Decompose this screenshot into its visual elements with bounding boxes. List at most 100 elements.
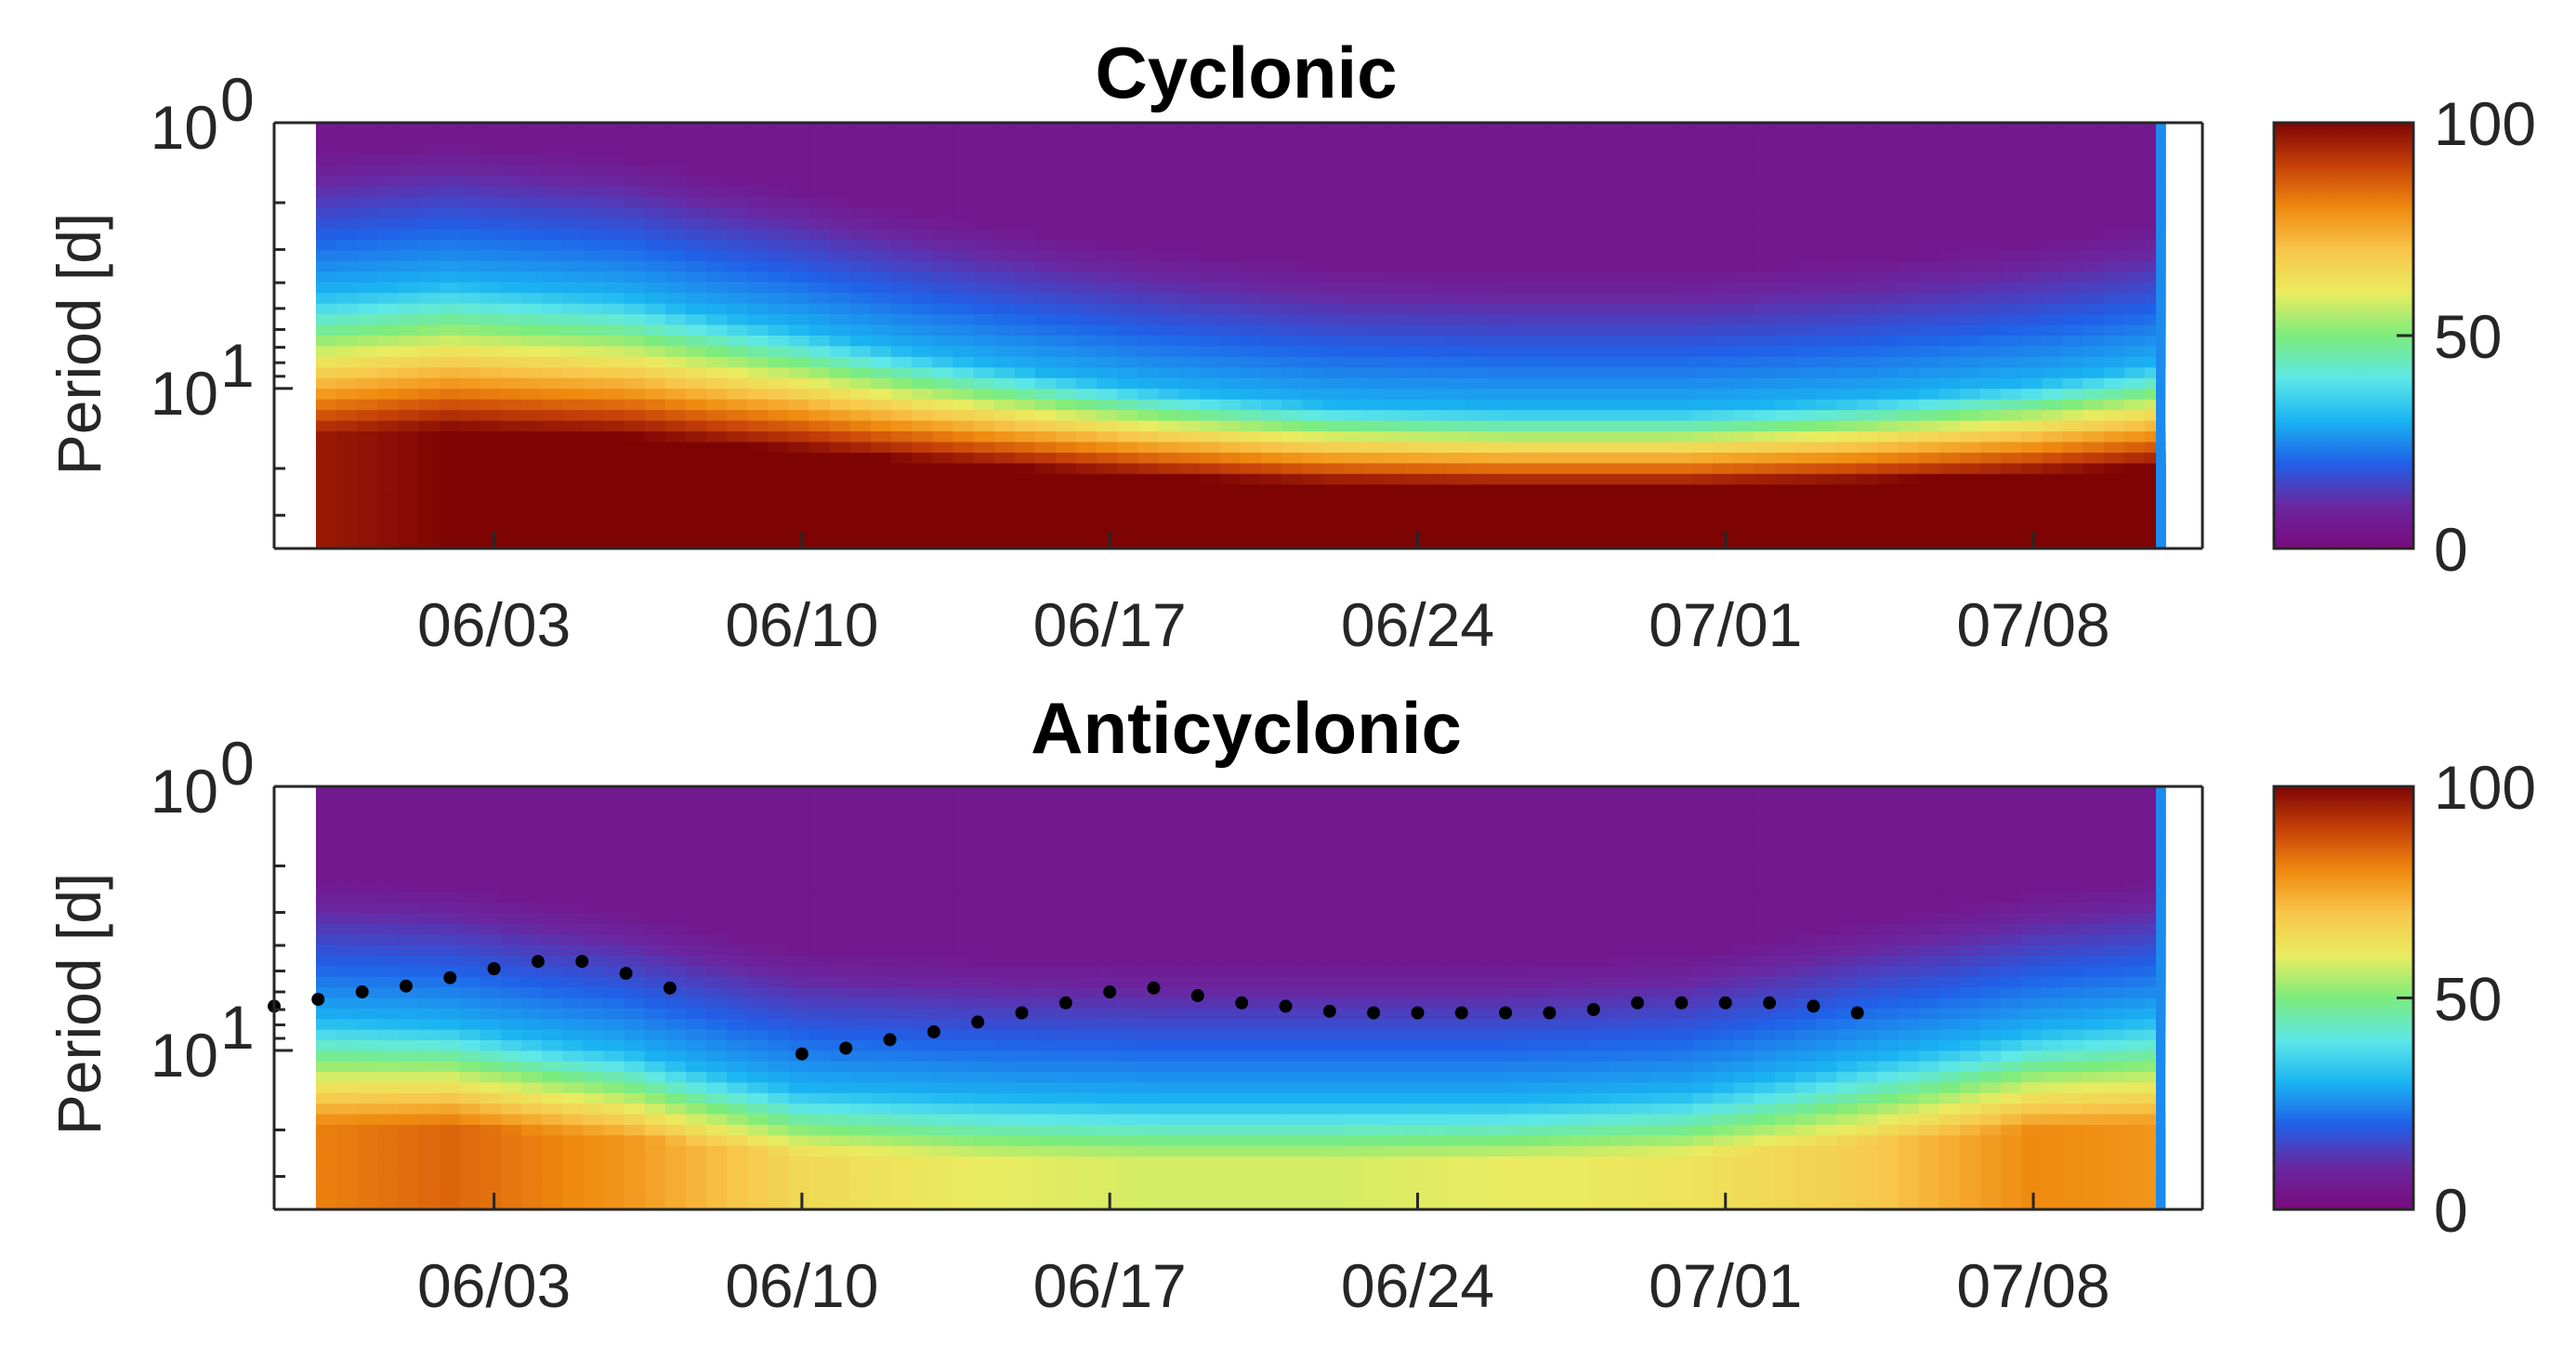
heatmap-cell (788, 1135, 810, 1147)
heatmap-cell (849, 389, 872, 401)
heatmap-cell (1795, 133, 1817, 145)
heatmap-cell (398, 913, 420, 925)
heatmap-cell (418, 537, 440, 549)
heatmap-cell (1363, 420, 1386, 432)
heatmap-cell (1241, 123, 1262, 135)
heatmap-cell (521, 860, 543, 872)
heatmap-cell (480, 1103, 502, 1116)
heatmap-cell (1692, 463, 1715, 475)
heatmap-cell (2083, 495, 2105, 507)
heatmap-cell (1219, 377, 1242, 390)
heatmap-cell (788, 516, 810, 528)
heatmap-cell (562, 1177, 585, 1189)
heatmap-cell (891, 495, 913, 507)
heatmap-cell (912, 282, 933, 294)
heatmap-cell (1487, 123, 1509, 135)
heatmap-cell (1487, 260, 1509, 272)
heatmap-cell (912, 860, 933, 872)
heatmap-cell (542, 1125, 563, 1136)
heatmap-cell (1281, 377, 1303, 390)
heatmap-cell (2042, 260, 2064, 272)
heatmap-cell (542, 282, 563, 294)
heatmap-cell (1034, 271, 1057, 284)
heatmap-cell (1569, 431, 1591, 443)
heatmap-cell (1384, 133, 1406, 145)
heatmap-cell (521, 367, 543, 379)
heatmap-cell (480, 923, 502, 935)
heatmap-cell (953, 495, 975, 507)
heatmap-cell (1959, 324, 1981, 337)
heatmap-cell (829, 1029, 851, 1041)
heatmap-cell (829, 850, 851, 862)
heatmap-cell (1343, 271, 1365, 284)
heatmap-cell (932, 1082, 954, 1094)
heatmap-cell (829, 944, 851, 957)
heatmap-cell (398, 860, 420, 872)
heatmap-cell (357, 1072, 378, 1084)
heatmap-cell (1322, 186, 1345, 198)
heatmap-cell (953, 346, 975, 358)
heatmap-cell (357, 516, 378, 528)
heatmap-cell (768, 506, 790, 518)
heatmap-cell (2083, 282, 2105, 294)
heatmap-cell (1836, 324, 1858, 337)
heatmap-cell (1713, 176, 1735, 188)
heatmap-cell (686, 516, 707, 528)
heatmap-cell (418, 1135, 440, 1147)
heatmap-cell (768, 976, 790, 988)
heatmap-cell (1241, 463, 1262, 475)
heatmap-cell (706, 495, 728, 507)
heatmap-cell (973, 1008, 995, 1020)
heatmap-cell (829, 1135, 851, 1147)
heatmap-cell (603, 913, 625, 925)
heatmap-cell (357, 1029, 378, 1041)
heatmap-cell (542, 797, 563, 809)
heatmap-cell (891, 1082, 913, 1094)
heatmap-cell (1281, 239, 1303, 251)
heatmap-cell (747, 324, 769, 337)
heatmap-cell (398, 218, 420, 231)
heatmap-cell (808, 229, 831, 241)
heatmap-cell (1548, 260, 1571, 272)
heatmap-cell (1816, 197, 1837, 209)
heatmap-cell (871, 1156, 892, 1169)
heatmap-cell (706, 410, 728, 422)
heatmap-cell (398, 1061, 420, 1073)
heatmap-cell (521, 356, 543, 368)
heatmap-cell (2021, 356, 2043, 368)
heatmap-cell (747, 463, 769, 475)
heatmap-cell (1877, 452, 1899, 464)
heatmap-cell (2062, 154, 2084, 166)
heatmap-cell (1322, 367, 1345, 379)
heatmap-cell (1426, 123, 1447, 135)
heatmap-cell (1487, 527, 1509, 539)
heatmap-cell (973, 1019, 995, 1031)
heatmap-cell (1219, 218, 1242, 231)
heatmap-cell (1426, 473, 1447, 485)
heatmap-cell (849, 1125, 872, 1136)
heatmap-cell (624, 786, 646, 798)
heatmap-cell (501, 176, 522, 188)
heatmap-cell (542, 966, 563, 978)
heatmap-cell (664, 923, 687, 935)
heatmap-cell (398, 197, 420, 209)
heatmap-cell (686, 506, 707, 518)
heatmap-cell (1178, 463, 1201, 475)
heatmap-cell (1959, 452, 1981, 464)
heatmap-cell (2123, 293, 2146, 305)
heatmap-cell (1097, 506, 1118, 518)
heatmap-cell (973, 218, 995, 231)
heatmap-cell (932, 356, 954, 368)
heatmap-cell (562, 913, 585, 925)
heatmap-cell (993, 495, 1016, 507)
heatmap-cell (1857, 314, 1879, 326)
heatmap-cell (2123, 495, 2146, 507)
heatmap-cell (849, 1145, 872, 1157)
heatmap-cell (953, 356, 975, 368)
heatmap-cell (377, 314, 400, 326)
heatmap-cell (1404, 431, 1426, 443)
heatmap-cell (706, 431, 728, 443)
heatmap-cell (808, 1135, 831, 1147)
heatmap-cell (1261, 367, 1282, 379)
heatmap-cell (398, 271, 420, 284)
